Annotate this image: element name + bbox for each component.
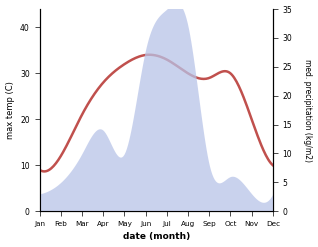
Y-axis label: med. precipitation (kg/m2): med. precipitation (kg/m2) [303,59,313,162]
X-axis label: date (month): date (month) [123,232,190,242]
Y-axis label: max temp (C): max temp (C) [5,81,15,139]
